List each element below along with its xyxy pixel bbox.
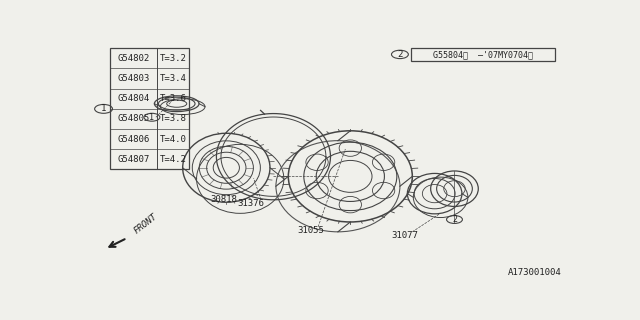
Text: T=3.8: T=3.8	[159, 115, 186, 124]
Text: G54806: G54806	[117, 135, 150, 144]
Text: 1: 1	[101, 104, 106, 113]
Bar	[110, 48, 189, 170]
Text: 31077: 31077	[392, 231, 419, 240]
Text: 31376: 31376	[237, 199, 264, 208]
Text: 2: 2	[452, 215, 457, 224]
Text: T=3.4: T=3.4	[159, 74, 186, 83]
Text: G55804（  –'07MY0704）: G55804（ –'07MY0704）	[433, 50, 532, 59]
Text: 31055: 31055	[297, 226, 324, 235]
Text: G54803: G54803	[117, 74, 150, 83]
Text: A173001004: A173001004	[508, 268, 561, 277]
Text: T=4.2: T=4.2	[159, 155, 186, 164]
Text: 2: 2	[397, 50, 403, 59]
Text: 1: 1	[149, 113, 154, 122]
Text: G54805: G54805	[117, 115, 150, 124]
Text: FRONT: FRONT	[132, 212, 159, 236]
Text: G54802: G54802	[117, 54, 150, 63]
Text: 30818: 30818	[211, 195, 237, 204]
Text: T=4.0: T=4.0	[159, 135, 186, 144]
Text: G54804: G54804	[117, 94, 150, 103]
Text: T=3.2: T=3.2	[159, 54, 186, 63]
Bar	[411, 48, 555, 60]
Text: G54807: G54807	[117, 155, 150, 164]
Text: T=3.6: T=3.6	[159, 94, 186, 103]
